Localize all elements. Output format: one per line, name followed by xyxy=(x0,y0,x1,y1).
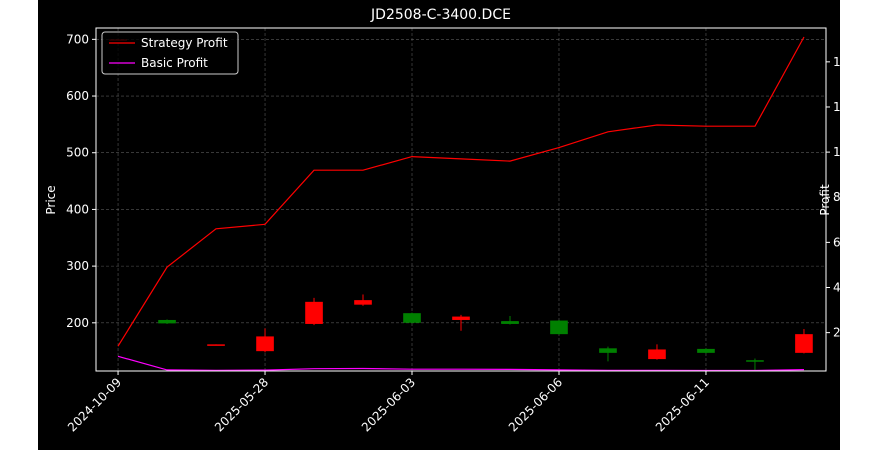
candle-body xyxy=(746,360,764,362)
left-tick-label: 700 xyxy=(66,32,89,46)
candle-body xyxy=(403,313,421,323)
right-tick-label: 12 xyxy=(833,100,840,114)
chart-canvas: JD2508-C-3400.DCE 200 300 400 500 600 700 2 4 6… xyxy=(38,0,848,450)
candle-body xyxy=(207,344,225,346)
legend-label-basic-profit: Basic Profit xyxy=(141,56,208,70)
left-tick-label: 500 xyxy=(66,146,89,160)
right-tick-label: 6 xyxy=(833,235,840,249)
x-tick-label: 2025-06-11 xyxy=(653,375,712,434)
grid-lines xyxy=(96,28,826,371)
candle-body xyxy=(795,334,813,353)
left-tick-label: 600 xyxy=(66,89,89,103)
legend-label-strategy-profit: Strategy Profit xyxy=(141,36,228,50)
x-tick-label: 2025-06-06 xyxy=(506,375,565,434)
legend-box xyxy=(101,31,239,75)
right-tick-label: 8 xyxy=(833,190,840,204)
x-tick-label: 2025-05-28 xyxy=(212,375,271,434)
candlestick-profit-chart: JD2508-C-3400.DCE 200 300 400 500 600 700 2 4 6… xyxy=(44,7,848,434)
chart-title: JD2508-C-3400.DCE xyxy=(370,7,511,23)
candle-body xyxy=(550,320,568,335)
right-tick-label: 4 xyxy=(833,281,840,295)
left-axis-label: Price xyxy=(44,185,58,214)
right-tick-label: 10 xyxy=(833,145,840,159)
candle-body xyxy=(305,301,323,324)
x-tick-label: 2024-10-09 xyxy=(65,375,124,434)
right-axis-label: Profit xyxy=(818,184,832,216)
x-axis-ticks: 2024-10-09 2025-05-28 2025-06-03 2025-06-06… xyxy=(65,371,712,434)
candle-body xyxy=(599,348,617,353)
basic-profit-line xyxy=(117,355,805,372)
plot-frame xyxy=(95,27,827,372)
left-tick-label: 300 xyxy=(66,259,89,273)
right-tick-label: 14 xyxy=(833,55,840,69)
candle-body xyxy=(501,321,519,324)
candle-body xyxy=(648,349,666,360)
x-tick-label: 2025-06-03 xyxy=(359,375,418,434)
candles-layer xyxy=(109,39,813,371)
profit-lines-layer xyxy=(117,36,805,372)
candle-body xyxy=(354,300,372,305)
right-tick-label: 2 xyxy=(833,326,840,340)
candle-body xyxy=(158,319,176,324)
strategy-profit-line xyxy=(117,36,805,347)
candle-body xyxy=(697,348,715,353)
left-axis-ticks: 200 300 400 500 600 700 xyxy=(66,32,96,330)
candle-body xyxy=(452,316,470,320)
left-tick-label: 400 xyxy=(66,202,89,216)
legend: Strategy Profit Basic Profit xyxy=(101,31,239,75)
left-tick-label: 200 xyxy=(66,316,89,330)
candle-body xyxy=(256,336,274,352)
